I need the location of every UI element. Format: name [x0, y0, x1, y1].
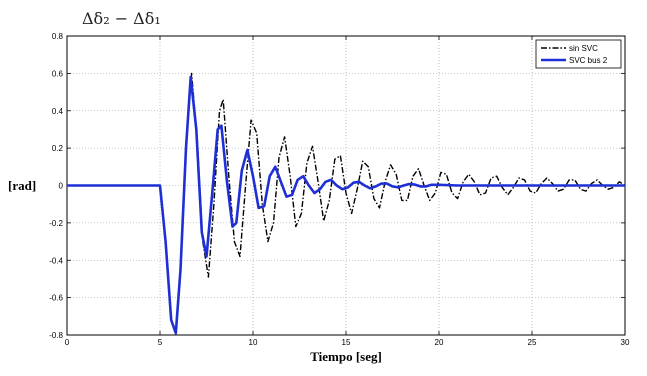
y-tick-label: -0.6: [49, 294, 63, 303]
legend: sin SVC SVC bus 2: [535, 39, 622, 69]
y-tick-label: 0.4: [52, 107, 64, 116]
y-tick-label: 0.8: [52, 32, 64, 41]
series-lines: [67, 72, 626, 335]
x-tick-label: 25: [528, 338, 537, 347]
y-axis-label: [rad]: [8, 178, 36, 193]
y-tick-label: -0.2: [49, 219, 63, 228]
chart-title: Δδ₂ − Δδ₁: [82, 9, 161, 28]
x-tick-labels: 0 5 10 15 20 25 30: [65, 338, 630, 347]
x-tick-label: 0: [65, 338, 70, 347]
y-tick-label: 0.6: [52, 69, 64, 78]
series-line-sin-svc: [67, 72, 626, 332]
x-tick-label: 20: [435, 338, 444, 347]
x-tick-label: 5: [158, 338, 163, 347]
x-tick-label: 30: [621, 338, 630, 347]
x-tick-label: 15: [342, 338, 351, 347]
series-line-svc-bus-2: [67, 75, 625, 335]
y-tick-label: 0: [59, 182, 64, 191]
legend-label-sin-svc: sin SVC: [569, 44, 598, 53]
y-tick-label: -0.8: [49, 331, 63, 340]
legend-label-svc-bus-2: SVC bus 2: [569, 56, 608, 65]
y-tick-labels: -0.8 -0.6 -0.4 -0.2 0 0.2 0.4 0.6 0.8: [49, 32, 63, 340]
x-tick-label: 10: [249, 338, 258, 347]
legend-box: [535, 39, 622, 69]
y-tick-label: 0.2: [52, 144, 64, 153]
y-tick-label: -0.4: [49, 256, 63, 265]
x-axis-label: Tiempo [seg]: [310, 349, 382, 364]
tick-marks: [66, 35, 626, 336]
